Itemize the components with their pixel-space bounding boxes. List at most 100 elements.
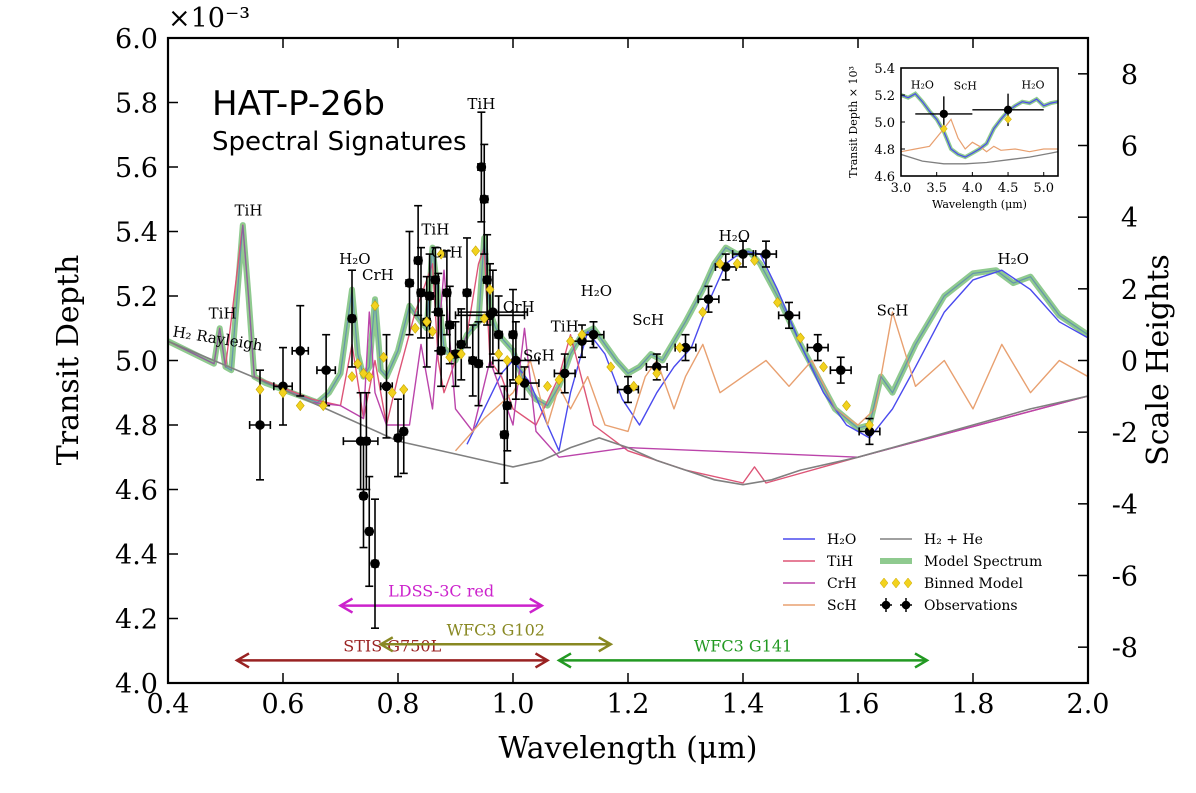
legend-swatch-7	[901, 600, 911, 610]
feature-annotation-3: H₂O	[339, 250, 370, 268]
instrument-arrow-right-2	[598, 636, 614, 653]
y-tick-label: 4.8	[115, 411, 158, 442]
binned-model-point	[485, 284, 495, 296]
axes-layer: 0.4 0.6 0.8 1.0 1.2 1.4 1.6 1.8 2.0 4.0 4.2 4.4 4.6 4…	[115, 24, 1138, 720]
observation-point	[473, 358, 484, 369]
observation-point	[295, 346, 306, 356]
feature-annotation-9: ScH	[523, 347, 555, 365]
binned-model-point	[773, 296, 782, 308]
feature-annotation-12: ScH	[632, 311, 664, 329]
x-tick-label: 1.2	[607, 689, 650, 720]
feature-annotation-5: TiH	[421, 221, 449, 239]
observation-point	[835, 365, 846, 375]
observation-point	[559, 368, 570, 379]
binned-model-point	[255, 384, 265, 396]
y-right-tick-label: 0	[1121, 347, 1138, 378]
binned-model-point	[715, 258, 725, 270]
inset-observation-point	[939, 109, 949, 119]
instrument-label-0: LDSS-3C red	[388, 582, 494, 601]
binned-model-point	[318, 400, 328, 412]
observation-point	[456, 339, 467, 350]
binned-model-point	[732, 258, 742, 270]
observation-point	[321, 365, 331, 375]
legend: H₂O TiH CrH ScH H₂ + He Model Spectrum Binned …	[783, 532, 1042, 614]
instrument-arrow-left-2	[378, 636, 394, 653]
binned-model-point	[399, 384, 409, 396]
feature-annotation-13: H₂O	[719, 227, 750, 245]
observation-point	[433, 307, 444, 317]
binned-model-point	[479, 313, 489, 325]
inset-plot	[901, 91, 1058, 165]
observation-point	[393, 433, 403, 443]
x-tick-label: 0.6	[262, 689, 305, 720]
instrument-arrow-left-3	[556, 652, 572, 669]
feature-annotation-4: CrH	[362, 266, 394, 284]
x-tick-label: 1.0	[492, 689, 535, 720]
observation-point	[444, 320, 455, 330]
binned-model-point	[543, 380, 552, 392]
binned-model-point	[698, 306, 708, 318]
observation-point	[255, 420, 265, 430]
y-tick-label: 4.6	[115, 476, 158, 507]
instrument-arrow-right-0	[529, 597, 545, 614]
binned-model-point	[353, 358, 363, 370]
binned-model-point	[606, 361, 616, 373]
inset-x-label: Wavelength (μm)	[932, 198, 1027, 211]
binned-model-point	[422, 316, 432, 328]
feature-annotation-1: TiH	[209, 305, 237, 323]
binned-model-point	[278, 387, 288, 399]
binned-model-point	[652, 367, 662, 379]
observation-point	[404, 278, 415, 288]
observation-point	[812, 342, 823, 353]
observation-point	[738, 249, 748, 259]
x-axis-label: Wavelength (μm)	[499, 731, 758, 766]
observation-point	[462, 287, 472, 298]
binned-model-point	[577, 329, 587, 341]
binned-model-point	[629, 380, 639, 392]
chart-subtitle: Spectral Signatures	[212, 127, 467, 157]
y-tick-label: 4.2	[115, 605, 158, 636]
y-tick-label: 5.2	[115, 282, 158, 313]
y-tick-label: 4.0	[115, 669, 158, 700]
observation-point	[370, 558, 380, 569]
observation-point	[381, 381, 392, 392]
legend-swatch-6	[891, 577, 901, 589]
feature-annotation-14: ScH	[877, 301, 909, 319]
binned-model-point	[514, 374, 524, 386]
observation-point	[488, 307, 498, 317]
instrument-arrow-left-1	[234, 652, 250, 669]
x-tick-label: 0.4	[147, 689, 190, 720]
binned-model-point	[445, 351, 455, 363]
legend-label-1: TiH	[827, 554, 853, 570]
instrument-arrow-right-3	[914, 652, 930, 669]
inset-y-tick-label: 5.4	[874, 62, 895, 77]
inset-x-tick-label: 5.0	[1033, 181, 1054, 196]
legend-label-4: H₂ + He	[924, 532, 983, 548]
inset-annotation-0: H₂O	[911, 78, 934, 91]
inset-x-tick-label: 3.5	[926, 181, 947, 196]
inset-area	[901, 68, 1058, 176]
feature-annotation-10: TiH	[551, 317, 579, 335]
observation-point	[703, 294, 714, 305]
binned-model-point	[410, 322, 420, 334]
inset-binned-point	[1004, 114, 1012, 124]
feature-annotation-15: H₂O	[998, 250, 1029, 268]
binned-model-point	[796, 332, 805, 344]
x-tick-label: 2.0	[1067, 689, 1110, 720]
observation-point	[651, 362, 662, 372]
y-tick-label: 5.8	[115, 89, 158, 120]
legend-swatch-6	[879, 577, 889, 589]
observation-point	[361, 436, 372, 446]
observation-point	[511, 355, 521, 366]
observation-point	[680, 342, 691, 353]
y-right-tick-label: -4	[1112, 490, 1138, 521]
component-line-0	[466, 250, 1088, 452]
chart-title: HAT-P-26b	[212, 84, 385, 124]
x-tick-label: 1.8	[952, 689, 995, 720]
inset-y-tick-label: 5.0	[874, 116, 895, 131]
feature-annotation-11: H₂O	[581, 282, 612, 300]
feature-annotation-7: TiH	[467, 95, 495, 113]
y-tick-label: 6.0	[115, 24, 158, 55]
instrument-label-3: WFC3 G141	[694, 636, 792, 655]
